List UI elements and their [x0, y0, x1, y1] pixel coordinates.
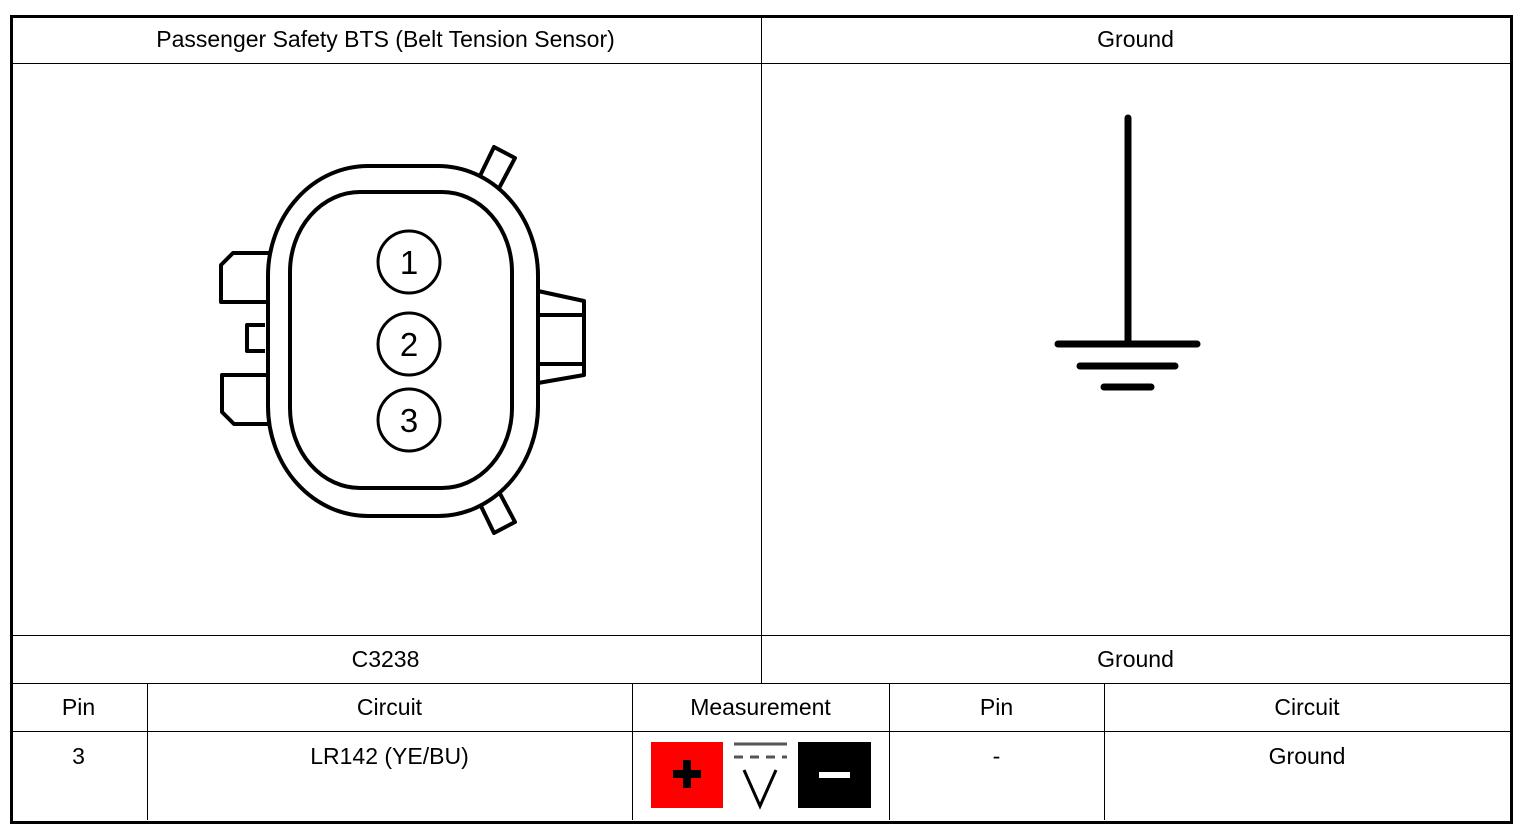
pin-2-label: 2: [400, 326, 418, 363]
measurement-icons: [651, 742, 871, 810]
right-latch: [536, 289, 586, 385]
ground-label: Ground: [1097, 645, 1174, 672]
pin-1-label: 1: [400, 244, 418, 281]
header-pin: Pin: [61, 693, 96, 720]
divider: [10, 683, 1510, 684]
connector-label: C3238: [351, 645, 420, 672]
divider: [10, 635, 1510, 636]
divider: [10, 731, 1510, 732]
pin-3: [376, 387, 442, 453]
divider: [889, 683, 890, 820]
connector-drawing: [219, 145, 586, 535]
row-pin-2: -: [992, 743, 1001, 769]
pin-2: [376, 311, 442, 377]
divider: [761, 15, 762, 684]
connector-title: Passenger Safety BTS (Belt Tension Senso…: [156, 25, 615, 52]
ground-symbol-icon: [1054, 114, 1201, 391]
divider: [10, 63, 1510, 64]
left-latch-small: [245, 323, 265, 353]
header-pin-2: Pin: [979, 693, 1014, 720]
left-latch-top: [219, 251, 272, 304]
header-circuit: Circuit: [356, 693, 423, 720]
divider: [632, 683, 633, 820]
row-pin: 3: [72, 743, 85, 769]
pin-3-label: 3: [400, 402, 418, 439]
ground-title: Ground: [1097, 25, 1174, 52]
pin-1: [376, 229, 442, 295]
header-circuit-2: Circuit: [1274, 693, 1340, 720]
dc-voltage-icon: [734, 742, 787, 810]
row-circuit-2: Ground: [1268, 743, 1346, 769]
divider: [1104, 683, 1105, 820]
header-measurement: Measurement: [690, 693, 831, 720]
row-circuit: LR142 (YE/BU): [310, 743, 469, 769]
left-latch-bottom: [220, 373, 272, 426]
divider: [147, 683, 148, 820]
